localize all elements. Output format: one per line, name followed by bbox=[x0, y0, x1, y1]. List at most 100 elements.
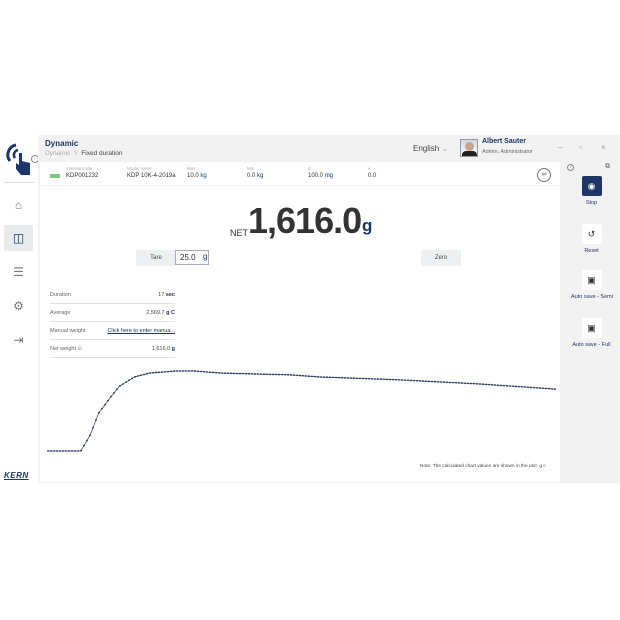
tare-button[interactable]: Tare bbox=[136, 250, 176, 266]
maximize-icon[interactable]: ▫ bbox=[579, 143, 582, 152]
data-point bbox=[188, 370, 190, 372]
data-point bbox=[455, 381, 457, 384]
close-icon[interactable]: × bbox=[601, 143, 606, 152]
save-icon: ▣ bbox=[581, 270, 602, 290]
data-point bbox=[227, 372, 229, 375]
data-point bbox=[407, 379, 409, 382]
auto-save-full-button[interactable]: ▣ Auto save - Full bbox=[563, 318, 620, 349]
data-point bbox=[263, 373, 265, 376]
chevron-down-icon: ⌄ bbox=[441, 144, 449, 153]
data-point bbox=[389, 378, 391, 381]
data-point bbox=[425, 380, 427, 383]
data-point bbox=[299, 374, 301, 377]
data-point bbox=[461, 382, 463, 384]
stop-icon: ◉ bbox=[581, 176, 602, 196]
data-point bbox=[548, 387, 550, 390]
info-internal-code: Internal code KDP001232 bbox=[66, 166, 99, 179]
data-point bbox=[146, 372, 148, 375]
data-point bbox=[521, 385, 523, 388]
data-point bbox=[494, 384, 496, 386]
data-point bbox=[89, 434, 91, 437]
data-point bbox=[317, 375, 319, 378]
data-point bbox=[215, 371, 217, 374]
zero-button[interactable]: Zero bbox=[421, 250, 461, 266]
data-point bbox=[140, 374, 142, 377]
data-point bbox=[143, 373, 145, 376]
logout-icon[interactable]: ⇥ bbox=[13, 333, 24, 347]
help-icon[interactable]: ? bbox=[567, 164, 574, 171]
applications-icon[interactable]: ◫ bbox=[4, 225, 33, 251]
data-point bbox=[179, 370, 181, 372]
data-point bbox=[152, 371, 154, 374]
avatar[interactable] bbox=[460, 139, 478, 157]
data-point bbox=[491, 383, 493, 386]
link-icon[interactable]: ∞ bbox=[537, 168, 551, 182]
home-icon[interactable]: ⌂ bbox=[14, 198, 23, 212]
data-point bbox=[500, 384, 502, 387]
data-point bbox=[209, 371, 211, 374]
data-point bbox=[524, 386, 526, 388]
data-point bbox=[536, 386, 538, 389]
fullscreen-icon[interactable]: ⧉ bbox=[605, 163, 610, 170]
data-point bbox=[47, 450, 49, 452]
data-point bbox=[476, 382, 478, 385]
data-point bbox=[506, 384, 508, 387]
kern-logo: KERN bbox=[4, 471, 29, 480]
data-point bbox=[332, 376, 334, 379]
data-point bbox=[413, 379, 415, 382]
data-point bbox=[218, 372, 220, 374]
result-manual-weight: Manual weight Click here to enter manua..… bbox=[50, 322, 175, 340]
data-point bbox=[230, 372, 232, 375]
reset-button[interactable]: ↺ Reset bbox=[563, 224, 620, 255]
data-point bbox=[92, 426, 94, 429]
data-point bbox=[65, 450, 67, 452]
manual-weight-link[interactable]: Click here to enter manua... bbox=[107, 327, 175, 334]
data-point bbox=[74, 450, 76, 452]
data-point bbox=[497, 384, 499, 387]
data-point bbox=[554, 388, 556, 390]
data-point bbox=[326, 376, 328, 379]
auto-save-semi-button[interactable]: ▣ Auto save - Semi bbox=[563, 270, 620, 301]
breadcrumb-item[interactable]: Dynamic bbox=[45, 150, 71, 157]
data-point bbox=[176, 370, 178, 372]
database-icon[interactable]: ☰ bbox=[13, 265, 24, 279]
data-point bbox=[242, 372, 244, 375]
data-point bbox=[281, 373, 283, 376]
data-point bbox=[347, 377, 349, 379]
data-point bbox=[437, 380, 439, 383]
reset-icon: ↺ bbox=[581, 224, 602, 244]
data-point bbox=[272, 373, 274, 376]
data-point bbox=[350, 377, 352, 379]
data-point bbox=[386, 378, 388, 381]
touch-logo-icon bbox=[6, 143, 30, 175]
settings-gear-icon[interactable]: ⚙ bbox=[13, 299, 24, 313]
app-window: › ⌂ ◫ ☰ ⚙ ⇥ KERN Dynamic Dynamic > Fixed… bbox=[0, 135, 620, 483]
data-point bbox=[395, 378, 397, 381]
stop-button[interactable]: ◉ Stop bbox=[563, 176, 620, 207]
data-point bbox=[113, 392, 115, 394]
language-select[interactable]: English ⌄ bbox=[413, 144, 448, 153]
data-point bbox=[197, 370, 199, 373]
data-point bbox=[467, 382, 469, 385]
user-name: Albert Sauter bbox=[482, 138, 526, 145]
data-point bbox=[485, 383, 487, 386]
data-point bbox=[440, 381, 442, 383]
data-point bbox=[293, 374, 295, 377]
data-point bbox=[122, 383, 124, 385]
data-point bbox=[308, 375, 310, 378]
main-panel: Internal code KDP001232 Model name KDP 10K… bbox=[40, 162, 560, 482]
data-point bbox=[539, 387, 541, 389]
data-point bbox=[530, 386, 532, 389]
tare-input[interactable]: 25.0 bbox=[175, 250, 209, 265]
data-point bbox=[404, 379, 406, 382]
minimize-icon[interactable]: – bbox=[558, 143, 563, 152]
data-point bbox=[80, 449, 82, 452]
net-label: NET bbox=[230, 228, 248, 238]
data-point bbox=[503, 384, 505, 387]
breadcrumb: Dynamic > Fixed duration bbox=[45, 150, 123, 157]
data-point bbox=[452, 381, 454, 384]
data-point bbox=[83, 444, 85, 447]
data-point bbox=[518, 385, 520, 388]
data-point bbox=[542, 387, 544, 390]
data-point bbox=[353, 377, 355, 380]
